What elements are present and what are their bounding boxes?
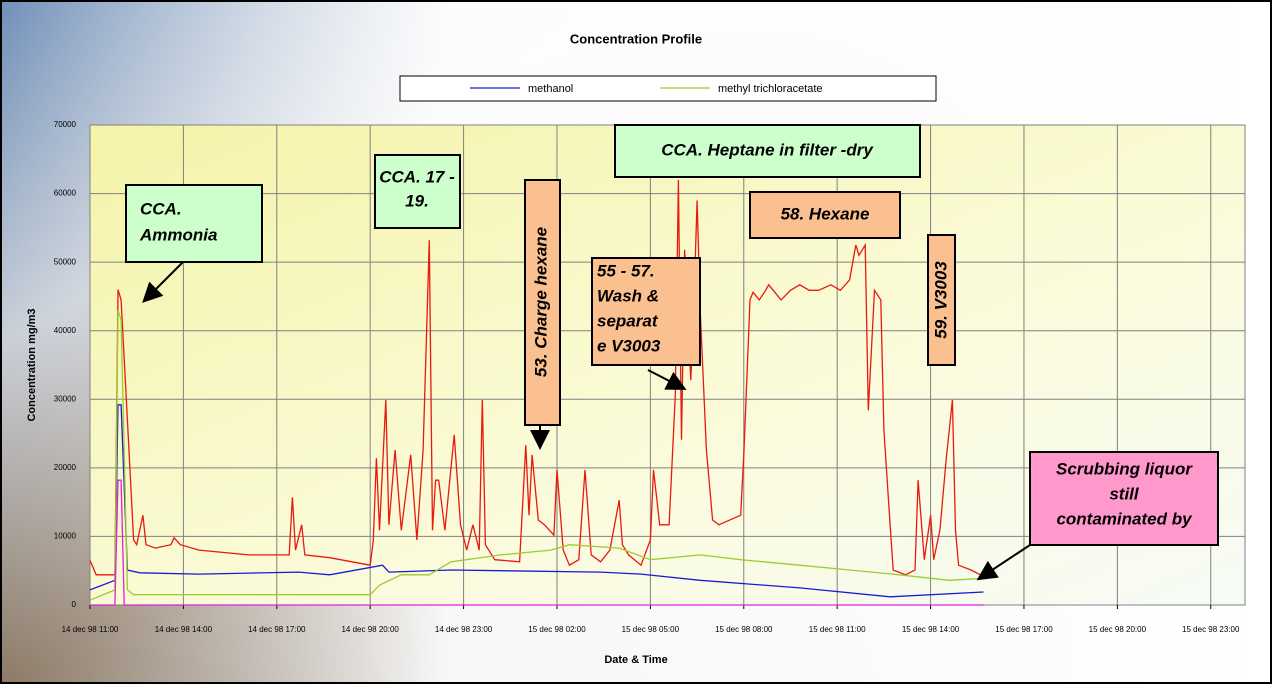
x-tick-label: 14 dec 98 17:00 [248,625,306,634]
annotation: CCA. 17 - 19. [375,155,460,228]
x-tick-label: 14 dec 98 20:00 [341,625,399,634]
y-axis-label: Concentration mg/m3 [26,308,38,421]
annotation-text: separat [597,311,659,330]
annotation-text: CCA. [140,199,182,218]
y-tick-label: 30000 [54,394,77,403]
annotation-text: 58. Hexane [781,204,870,223]
y-tick-label: 20000 [54,463,77,472]
x-tick-label: 15 dec 98 02:00 [528,625,586,634]
y-tick-label: 0 [72,600,77,609]
y-tick-label: 10000 [54,532,77,541]
page: {"chart_data": { "type": "line", "title"… [0,0,1272,684]
x-tick-label: 14 dec 98 11:00 [62,625,119,634]
annotation-text: CCA. Heptane in filter -dry [661,140,874,159]
x-tick-label: 15 dec 98 14:00 [902,625,960,634]
x-tick-label: 14 dec 98 23:00 [435,625,493,634]
x-tick-label: 14 dec 98 14:00 [155,625,213,634]
annotation-text: 59. V3003 [931,261,950,339]
y-tick-label: 50000 [54,257,77,266]
annotation-text: e V3003 [597,336,661,355]
annotation-text: 19. [405,191,429,210]
x-tick-label: 15 dec 98 20:00 [1089,625,1147,634]
x-tick-label: 15 dec 98 05:00 [622,625,680,634]
legend-label: methanol [528,83,573,95]
chart: 0 10000 20000 30000 40000 50000 60000 70000 14 d… [0,0,1272,684]
x-axis-label: Date & Time [604,654,667,666]
annotation-text: Wash & [597,286,659,305]
x-tick-label: 15 dec 98 08:00 [715,625,773,634]
annotation-text: CCA. 17 - [379,167,455,186]
x-tick-label: 15 dec 98 11:00 [809,625,866,634]
y-tick-label: 60000 [54,189,77,198]
legend-label: methyl trichloracetate [718,83,823,95]
annotation-text: contaminated by [1056,509,1193,528]
annotation-text: Scrubbing liquor [1056,459,1193,478]
x-tick-label: 15 dec 98 23:00 [1182,625,1240,634]
annotation-text: 55 - 57. [597,261,655,280]
annotation: CCA. Heptane in filter -dry [615,125,920,177]
annotation-text: still [1109,484,1140,503]
annotation: 53. Charge hexane [525,180,560,446]
annotation: 59. V3003 [928,235,955,365]
annotation-box [126,185,262,262]
chart-title: Concentration Profile [570,31,702,46]
y-tick-label: 40000 [54,326,77,335]
annotation-text: 53. Charge hexane [531,227,550,377]
y-tick-label: 70000 [54,120,77,129]
x-tick-label: 15 dec 98 17:00 [995,625,1053,634]
annotation: 58. Hexane [750,192,900,238]
annotation-text: Ammonia [139,225,217,244]
